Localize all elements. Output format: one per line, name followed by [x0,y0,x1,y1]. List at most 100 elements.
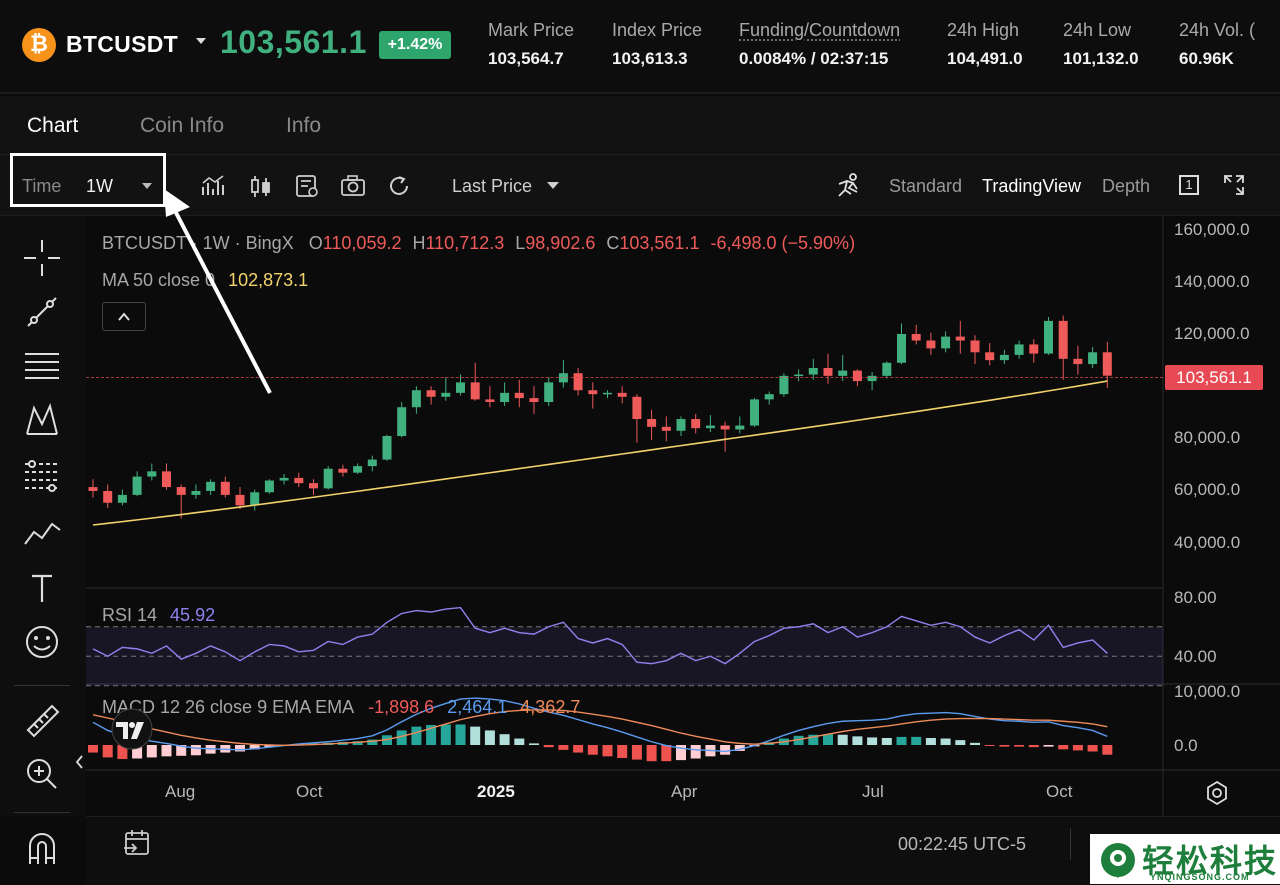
stat-mark-price: Mark Price 103,564.7 [488,20,574,69]
view-tradingview[interactable]: TradingView [982,176,1082,196]
chevron-down-icon[interactable] [547,182,559,189]
y-tick: 120,000.0 [1174,324,1250,343]
pattern-icon[interactable] [22,400,62,440]
candle-body [1044,320,1053,354]
brush-icon[interactable] [22,512,62,552]
candle-body [926,340,936,349]
macd-line [92,697,1108,753]
candle-body [617,392,627,397]
watermark-text: 轻松科技 [1142,842,1279,880]
symbol-selector[interactable]: BTCUSDT [66,31,178,57]
view-standard[interactable]: Standard [889,176,963,196]
ruler-icon[interactable] [22,700,62,740]
chevron-left-icon[interactable] [74,752,86,772]
fib-icon[interactable] [22,456,62,496]
candle-body [764,394,774,400]
macd-histogram-bar [411,726,422,745]
macd-histogram-bar [911,736,922,745]
legend-c-key: C [606,233,620,253]
stat-funding[interactable]: Funding/Countdown 0.0084% / 02:37:15 [739,20,900,69]
price-source-selector[interactable]: Last Price [452,176,533,196]
candle-body [338,468,348,473]
ma-50-line [92,380,1108,526]
macd-histogram-bar [161,745,172,757]
candle-body [603,392,612,395]
legend-close: 103,561.1 [619,233,700,253]
macd-y-tick: 0.0 [1174,736,1198,755]
tab-bar: Chart Coin Info Info [0,96,1280,155]
tab-info[interactable]: Info [286,114,322,137]
trendline-icon[interactable] [22,292,62,332]
stat-value: 101,132.0 [1063,49,1139,68]
candle-body [955,336,965,341]
macd-histogram-bar [617,745,628,758]
stat-index-price: Index Price 103,613.3 [612,20,702,69]
chevron-down-icon[interactable] [142,183,152,189]
macd-histogram-bar [587,745,598,755]
collapse-legend-button[interactable] [102,302,146,331]
macd-histogram-bar [940,738,951,745]
reset-icon[interactable] [386,173,412,199]
legend-l-key: L [515,233,526,253]
stat-label[interactable]: Funding/Countdown [739,20,901,40]
chevron-down-icon[interactable] [196,38,206,44]
view-depth[interactable]: Depth [1102,176,1151,196]
zoom-in-icon[interactable] [22,754,62,794]
chart-canvas[interactable] [86,216,1280,816]
legend-o-key: O [308,233,323,253]
ma-value: 102,873.1 [228,270,309,290]
candle-body [220,481,230,495]
candle-body [1073,358,1083,365]
macd-value: -1,898.6 [368,697,435,717]
text-icon[interactable] [22,568,62,608]
macd-hist-value: 4,362.7 [520,697,581,717]
emoji-icon[interactable] [22,622,62,662]
time-interval-selector[interactable] [10,153,166,207]
macd-histogram-bar [999,745,1010,747]
macd-histogram-bar [235,745,245,752]
tab-chart[interactable]: Chart [27,114,79,137]
candle-body [573,373,583,391]
signal-line [92,709,1108,746]
clock-timezone[interactable]: 00:22:45 UTC-5 [898,834,1027,854]
macd-signal-value: 2,464.1 [447,697,508,717]
candle-body [426,390,436,397]
macd-histogram-bar [470,726,481,745]
macd-histogram-bar [720,745,731,755]
candle-body [103,490,113,503]
macd-histogram-bar [190,745,201,756]
tab-coin-info[interactable]: Coin Info [140,114,225,137]
macd-histogram-bar [440,724,451,745]
candle-body [750,399,759,426]
macd-histogram-bar [734,745,745,751]
template-icon[interactable] [294,173,320,199]
settings-icon[interactable] [1204,780,1230,806]
stat-value: 60.96K [1179,49,1234,68]
layout-button[interactable]: 1 [1179,175,1199,195]
time-interval-value[interactable]: 1W [86,176,113,196]
macd-histogram-bar [176,745,187,756]
candle-type-icon[interactable] [248,173,274,199]
candle-body [897,333,906,363]
macd-histogram-bar [249,745,260,750]
price-pane [88,315,1112,519]
camera-icon[interactable] [340,173,366,199]
date-range-icon[interactable] [122,828,152,858]
candle-body [779,375,789,395]
candle-body [132,476,142,495]
rsi-legend: RSI 14 45.92 [102,605,215,626]
candle-body [588,390,598,395]
horizontal-lines-icon[interactable] [22,346,62,386]
indicators-icon[interactable] [200,173,226,199]
ticker-bar: ₿ BTCUSDT 103,561.1 +1.42% Mark Price 10… [0,0,1280,94]
y-tick: 160,000.0 [1174,220,1250,239]
current-price-tag: 103,561.1 [1165,365,1263,390]
magnet-icon[interactable] [22,828,62,868]
fullscreen-icon[interactable] [1222,173,1246,197]
candle-body [632,396,642,420]
figure-icon[interactable] [835,172,863,200]
crosshair-icon[interactable] [22,238,62,278]
candle-body [838,370,848,376]
annotation-arrow-icon [164,189,272,394]
stat-value: 103,613.3 [612,49,688,68]
